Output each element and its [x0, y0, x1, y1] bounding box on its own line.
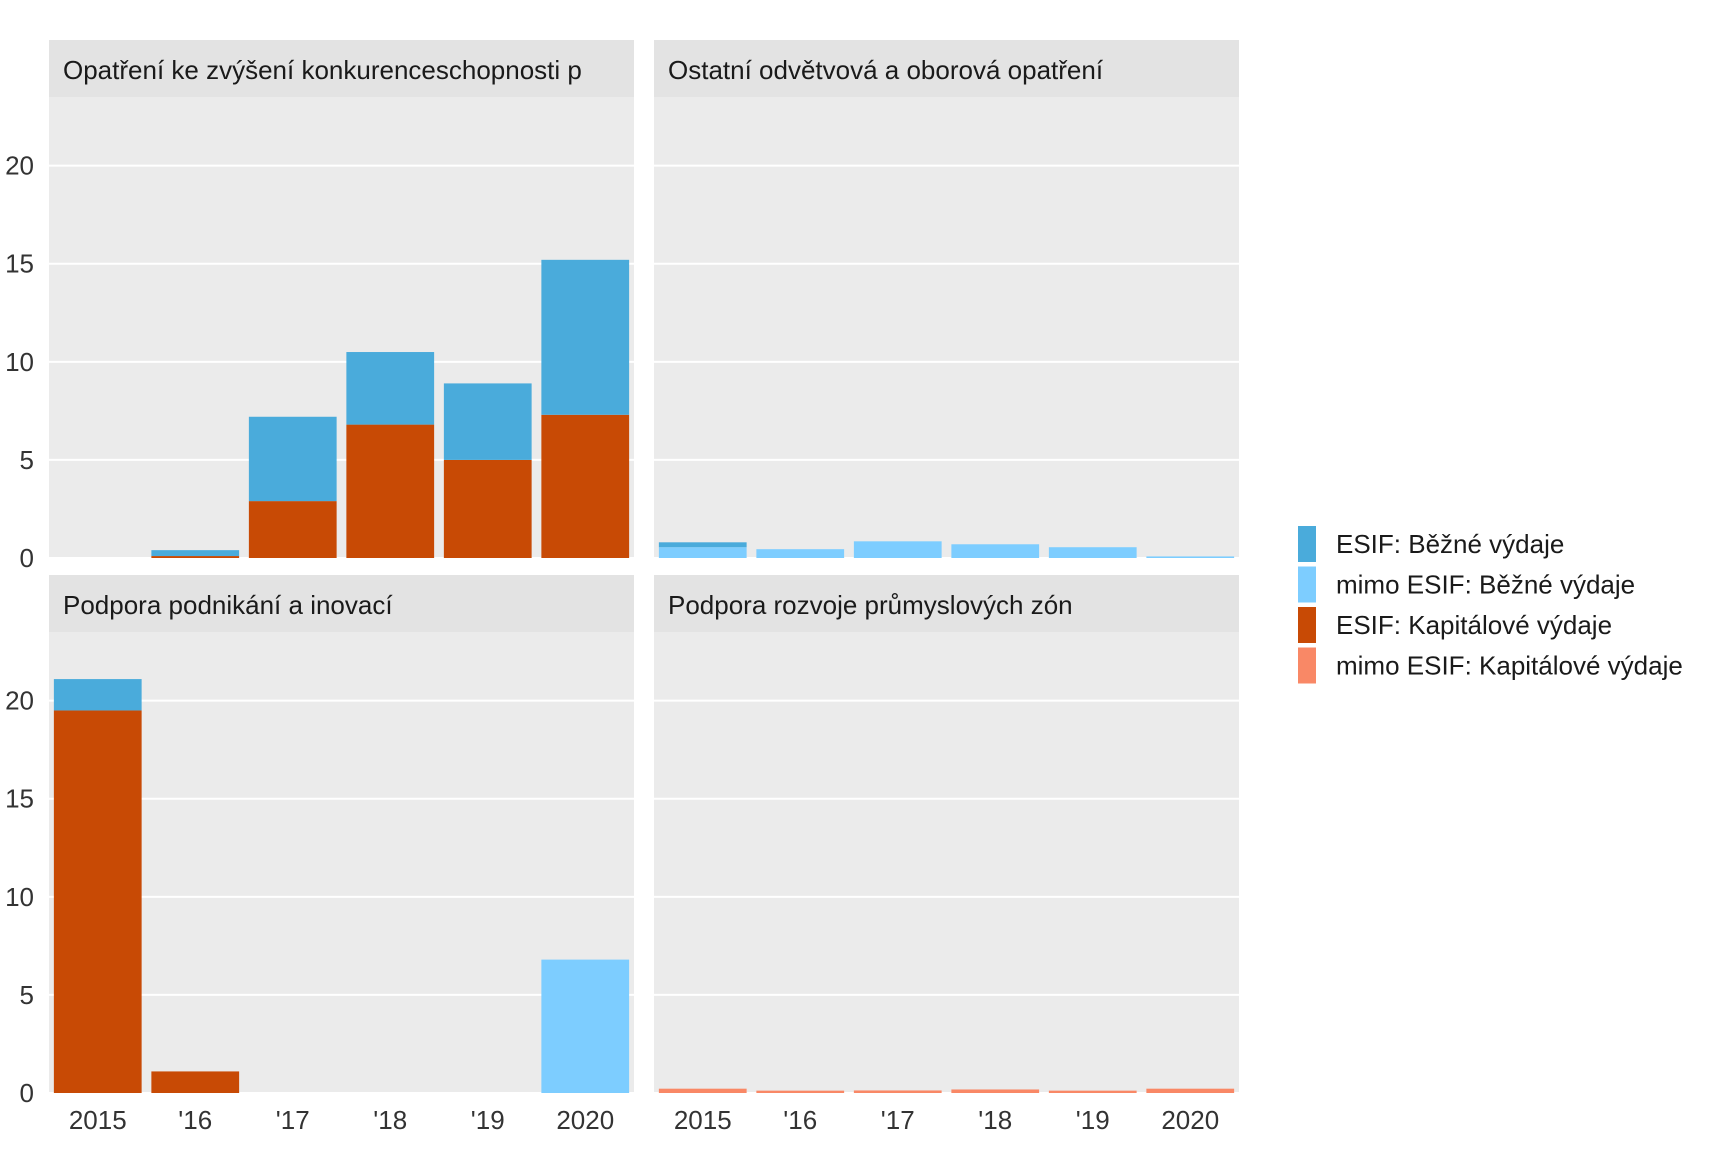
bar-segment-mimo-bezne — [1146, 556, 1235, 558]
y-tick-label: 15 — [5, 249, 34, 279]
bar-segment-mimo-bezne — [541, 959, 630, 1093]
x-tick-label: '19 — [471, 1105, 505, 1135]
panel-background — [654, 632, 1239, 1093]
bar-segment-esif-bezne — [248, 416, 337, 502]
facet-panel: Podpora podnikání a inovací — [49, 575, 634, 1094]
legend-swatch — [1298, 566, 1316, 603]
y-tick-label: 0 — [20, 1078, 34, 1108]
x-tick-label: '17 — [881, 1105, 915, 1135]
bar-segment-mimo-bezne — [1048, 547, 1137, 558]
bar-segment-mimo-kapitalove — [658, 1088, 747, 1093]
facet-strip — [654, 575, 1239, 632]
y-tick-label: 0 — [20, 543, 34, 573]
facet-strip — [49, 575, 634, 632]
legend-swatch — [1298, 526, 1316, 562]
legend-swatch — [1298, 647, 1316, 684]
facet-title: Podpora podnikání a inovací — [63, 590, 393, 620]
bar-segment-mimo-kapitalove — [951, 1089, 1040, 1093]
x-tick-label: '19 — [1076, 1105, 1110, 1135]
bar-segment-esif-kapitalove — [346, 424, 435, 558]
facet-title: Opatření ke zvýšení konkurenceschopnosti… — [63, 55, 582, 85]
facet-strip — [49, 40, 634, 97]
bar-segment-esif-bezne — [53, 679, 142, 711]
y-tick-label: 20 — [5, 686, 34, 716]
y-tick-label: 5 — [20, 445, 34, 475]
panel-background — [654, 97, 1239, 558]
panel-background — [49, 97, 634, 558]
facet-title: Ostatní odvětvová a oborová opatření — [668, 55, 1104, 85]
x-tick-label: '18 — [373, 1105, 407, 1135]
x-tick-label: 2015 — [674, 1105, 732, 1135]
bar-segment-esif-kapitalove — [443, 459, 532, 558]
facet-panel: Opatření ke zvýšení konkurenceschopnosti… — [49, 40, 634, 559]
y-tick-label: 5 — [20, 980, 34, 1010]
facet-strip — [654, 40, 1239, 97]
legend-label: mimo ESIF: Běžné výdaje — [1336, 570, 1635, 600]
bar-segment-esif-bezne — [541, 259, 630, 415]
x-tick-label: 2020 — [1161, 1105, 1219, 1135]
legend: ESIF: Běžné výdaje mimo ESIF: Běžné výdaj… — [1298, 526, 1683, 684]
x-tick-label: '16 — [783, 1105, 817, 1135]
bar-segment-mimo-kapitalove — [1048, 1090, 1137, 1093]
x-tick-label: 2020 — [556, 1105, 614, 1135]
bar-segment-mimo-bezne — [756, 549, 845, 558]
y-tick-label: 10 — [5, 347, 34, 377]
bar-segment-esif-kapitalove — [53, 710, 142, 1093]
bar-segment-mimo-kapitalove — [1146, 1088, 1235, 1093]
bar-segment-esif-kapitalove — [151, 1071, 240, 1093]
bar-segment-mimo-bezne — [658, 547, 747, 558]
panel-background — [49, 632, 634, 1093]
x-tick-label: 2015 — [69, 1105, 127, 1135]
bar-segment-esif-bezne — [443, 383, 532, 460]
bar-segment-mimo-bezne — [951, 544, 1040, 558]
legend-label: ESIF: Běžné výdaje — [1336, 529, 1564, 559]
bar-segment-esif-bezne — [658, 542, 747, 548]
x-tick-label: '17 — [276, 1105, 310, 1135]
facet-panel: Podpora rozvoje průmyslových zón — [654, 575, 1239, 1094]
legend-swatch — [1298, 607, 1316, 643]
y-tick-label: 15 — [5, 784, 34, 814]
bar-segment-esif-kapitalove — [151, 556, 240, 558]
bar-segment-esif-bezne — [346, 352, 435, 425]
legend-label: ESIF: Kapitálové výdaje — [1336, 610, 1612, 640]
bar-segment-esif-kapitalove — [541, 414, 630, 558]
x-tick-label: '18 — [978, 1105, 1012, 1135]
legend-label: mimo ESIF: Kapitálové výdaje — [1336, 651, 1683, 681]
x-tick-label: '16 — [178, 1105, 212, 1135]
bar-segment-mimo-kapitalove — [756, 1090, 845, 1093]
facet-panel: Ostatní odvětvová a oborová opatření — [654, 40, 1239, 559]
y-tick-label: 20 — [5, 151, 34, 181]
y-tick-label: 10 — [5, 882, 34, 912]
bar-segment-mimo-kapitalove — [853, 1090, 942, 1093]
bar-segment-esif-kapitalove — [248, 501, 337, 558]
facet-title: Podpora rozvoje průmyslových zón — [668, 590, 1073, 620]
bar-segment-mimo-bezne — [853, 541, 942, 558]
bar-segment-esif-bezne — [151, 550, 240, 557]
